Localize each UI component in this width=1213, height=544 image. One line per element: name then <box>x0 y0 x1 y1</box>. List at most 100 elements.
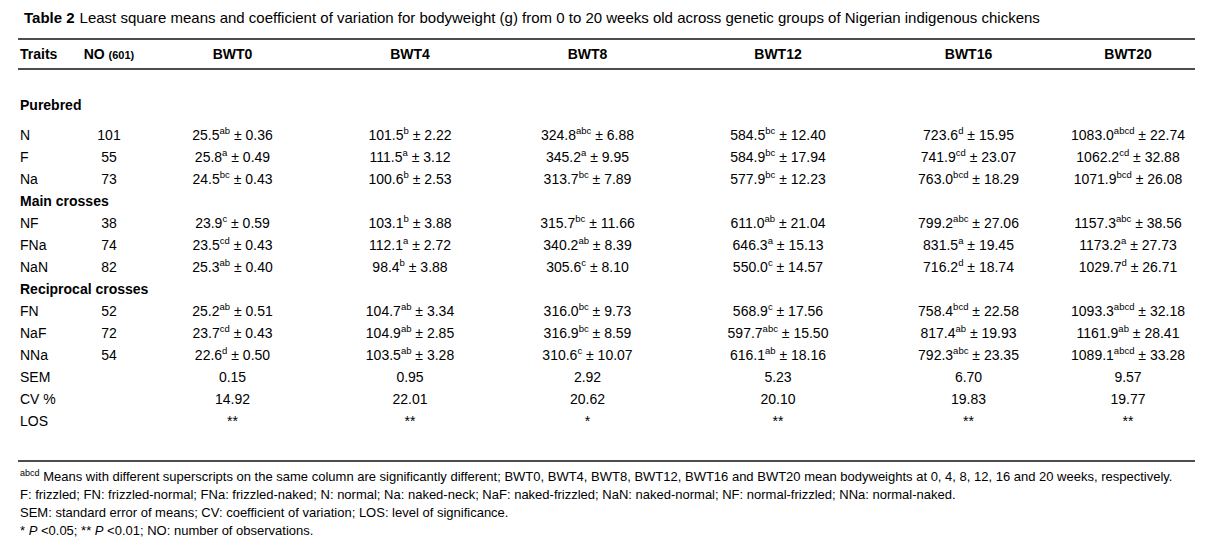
std-error: ± 3.34 <box>411 303 454 319</box>
stat-cell: ** <box>876 410 1061 432</box>
table-row: NaF7223.7cd ± 0.43104.9ab ± 2.85316.9bc … <box>18 322 1195 344</box>
mean-value: 104.7 <box>366 303 401 319</box>
std-error: ± 10.07 <box>582 347 633 363</box>
std-error: ± 23.35 <box>968 347 1019 363</box>
std-error: ± 0.50 <box>227 347 270 363</box>
std-error: ± 0.43 <box>230 171 273 187</box>
std-error: ± 15.95 <box>963 127 1014 143</box>
mean-value: 313.7 <box>544 171 579 187</box>
table-title: Table 2Least square means and coefficien… <box>24 8 1195 28</box>
stat-cell: 20.62 <box>495 388 680 410</box>
superscript: abcd <box>1114 345 1135 356</box>
no-cell: 82 <box>78 256 140 278</box>
trait-cell: Na <box>18 168 78 190</box>
mean-value: 111.5 <box>370 149 403 165</box>
table-row: F5525.8a ± 0.49111.5a ± 3.12345.2a ± 9.9… <box>18 146 1195 168</box>
mean-value: 1173.2 <box>1079 237 1121 253</box>
table-row: Na7324.5bc ± 0.43100.6b ± 2.53313.7bc ± … <box>18 168 1195 190</box>
superscript: ab <box>765 345 776 356</box>
value-cell: 817.4ab ± 19.93 <box>876 322 1061 344</box>
value-cell: 24.5bc ± 0.43 <box>140 168 325 190</box>
superscript: bc <box>575 213 585 224</box>
superscript: bc <box>579 301 589 312</box>
mean-value: 792.3 <box>918 347 953 363</box>
mean-value: 103.1 <box>368 215 403 231</box>
mean-value: 597.7 <box>728 325 763 341</box>
mean-value: 568.9 <box>733 303 768 319</box>
mean-value: 316.0 <box>544 303 579 319</box>
footnote-text: Means with different superscripts on the… <box>40 469 1173 484</box>
std-error: ± 0.43 <box>230 325 273 341</box>
trait-cell: CV % <box>18 388 78 410</box>
mean-value: 24.5 <box>192 171 219 187</box>
value-cell: 792.3abc ± 23.35 <box>876 344 1061 366</box>
footnote-text: F: frizzled; FN: frizzled-normal; FNa: f… <box>20 487 956 502</box>
stat-cell: 14.92 <box>140 388 325 410</box>
std-error: ± 14.57 <box>773 259 824 275</box>
superscript: ab <box>401 345 412 356</box>
column-header-bwt0: BWT0 <box>140 39 325 69</box>
mean-value: 101.5 <box>368 127 403 143</box>
mean-value: 23.9 <box>195 215 222 231</box>
std-error: ± 21.04 <box>775 215 826 231</box>
superscript: bc <box>579 169 589 180</box>
mean-value: 584.5 <box>730 127 765 143</box>
footnote-text: <0.01; NO: number of observations. <box>103 523 313 538</box>
table-row: N10125.5ab ± 0.36101.5b ± 2.22324.8abc ±… <box>18 124 1195 146</box>
footnote: SEM: standard error of means; CV: coeffi… <box>20 504 1195 522</box>
std-error: ± 8.59 <box>589 325 632 341</box>
stat-cell: 19.83 <box>876 388 1061 410</box>
superscript: bcd <box>1117 169 1132 180</box>
value-cell: 25.8a ± 0.49 <box>140 146 325 168</box>
std-error: ± 22.58 <box>968 303 1019 319</box>
superscript: abc <box>576 125 591 136</box>
no-cell: 101 <box>78 124 140 146</box>
value-cell: 1071.9bcd ± 26.08 <box>1061 168 1195 190</box>
value-cell: 597.7abc ± 15.50 <box>680 322 876 344</box>
mean-value: 646.3 <box>733 237 768 253</box>
mean-value: 550.0 <box>733 259 768 275</box>
mean-value: 103.5 <box>366 347 401 363</box>
std-error: ± 9.73 <box>589 303 632 319</box>
std-error: ± 3.88 <box>409 215 452 231</box>
mean-value: 1093.3 <box>1071 303 1114 319</box>
std-error: ± 17.56 <box>773 303 824 319</box>
stat-cell: 19.77 <box>1061 388 1195 410</box>
stat-cell: 5.23 <box>680 366 876 388</box>
section-row: Purebred <box>18 69 1195 124</box>
std-error: ± 22.74 <box>1134 127 1185 143</box>
value-cell: 550.0c ± 14.57 <box>680 256 876 278</box>
superscript: abc <box>953 213 968 224</box>
value-cell: 103.5ab ± 3.28 <box>325 344 495 366</box>
value-cell: 616.1ab ± 18.16 <box>680 344 876 366</box>
superscript: ab <box>955 323 966 334</box>
std-error: ± 18.16 <box>776 347 827 363</box>
std-error: ± 0.59 <box>227 215 270 231</box>
section-label: Main crosses <box>18 190 1195 212</box>
mean-value: 799.2 <box>918 215 953 231</box>
superscript: abcd <box>1114 125 1135 136</box>
value-cell: 345.2a ± 9.95 <box>495 146 680 168</box>
superscript: abc <box>763 323 778 334</box>
mean-value: 316.9 <box>544 325 579 341</box>
mean-value: 100.6 <box>368 171 403 187</box>
stat-row: LOS*********** <box>18 410 1195 432</box>
superscript: bc <box>765 147 775 158</box>
table-header: Traits NO (601) BWT0 BWT4 BWT8 BWT12 BWT… <box>18 39 1195 69</box>
std-error: ± 27.06 <box>968 215 1019 231</box>
std-error: ± 12.23 <box>775 171 826 187</box>
value-cell: 584.5bc ± 12.40 <box>680 124 876 146</box>
column-header-bwt4: BWT4 <box>325 39 495 69</box>
std-error: ± 26.71 <box>1127 259 1178 275</box>
column-header-bwt12: BWT12 <box>680 39 876 69</box>
stat-row: SEM0.150.952.925.236.709.57 <box>18 366 1195 388</box>
superscript: cd <box>220 323 230 334</box>
header-row: Traits NO (601) BWT0 BWT4 BWT8 BWT12 BWT… <box>18 39 1195 69</box>
std-error: ± 6.88 <box>591 127 634 143</box>
std-error: ± 12.40 <box>775 127 826 143</box>
value-cell: 111.5a ± 3.12 <box>325 146 495 168</box>
superscript: ab <box>219 257 230 268</box>
trait-cell: SEM <box>18 366 78 388</box>
footnote-text: <0.05; ** <box>37 523 94 538</box>
value-cell: 1157.3abc ± 38.56 <box>1061 212 1195 234</box>
